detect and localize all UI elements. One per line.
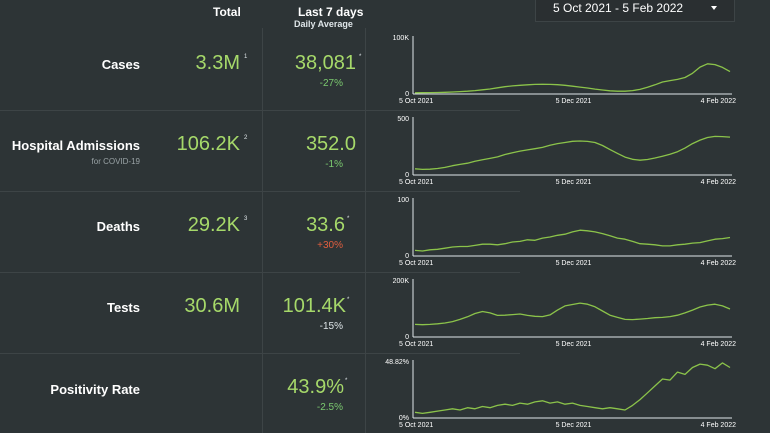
row-label: Positivity Rate: [50, 382, 140, 397]
total-footnote: 1: [244, 54, 248, 60]
series-line: [414, 362, 731, 415]
x-tick-label: 5 Dec 2021: [556, 341, 592, 348]
row-label: Cases: [101, 57, 140, 72]
row-label: Hospital Admissions: [11, 138, 140, 153]
series-line: [414, 302, 731, 326]
row-divider: [0, 353, 520, 354]
hospital-admissions-trend-chart: 500 05 Oct 2021 5 Dec 2021 4 Feb 2022: [397, 116, 737, 186]
x-tick-label: 5 Dec 2021: [556, 98, 592, 105]
y-tick-label: 0: [405, 253, 409, 260]
total-footnote: 2: [244, 135, 248, 141]
date-range-value: 5 Oct 2021 - 5 Feb 2022: [553, 1, 684, 15]
daily-average-value: 352.0: [305, 133, 356, 155]
average-footnote: *: [345, 378, 348, 384]
series-line: [414, 63, 731, 94]
deaths-trend-chart: 100 05 Oct 2021 5 Dec 2021 4 Feb 2022: [397, 197, 737, 267]
x-tick-label: 4 Feb 2022: [701, 422, 737, 429]
average-footnote: *: [347, 216, 350, 222]
row-divider: [0, 110, 520, 111]
total-value: 30.6M: [184, 295, 240, 317]
change-percent: -2.5%: [316, 402, 343, 413]
total-footnote: 3: [244, 216, 248, 222]
x-tick-label: 5 Dec 2021: [556, 179, 592, 186]
row-sublabel: for COVID-19: [91, 157, 140, 166]
average-footnote: *: [359, 54, 362, 60]
y-tick-label: 0%: [399, 415, 409, 422]
x-tick-label: 4 Feb 2022: [701, 98, 737, 105]
x-tick-label: 5 Dec 2021: [556, 260, 592, 267]
y-tick-label: 100K: [393, 35, 410, 42]
daily-average-value: 38,081: [294, 52, 356, 74]
row-divider: [0, 191, 520, 192]
x-tick-label: 5 Oct 2021: [399, 98, 433, 105]
x-tick-label: 5 Oct 2021: [399, 179, 433, 186]
y-tick-label: 500: [397, 116, 409, 123]
tests-trend-chart: 200K 05 Oct 2021 5 Dec 2021 4 Feb 2022: [393, 278, 737, 348]
daily-average-subheader: Daily Average: [294, 19, 353, 29]
y-tick-label: 48.82%: [385, 359, 409, 366]
y-tick-label: 0: [405, 172, 409, 179]
y-tick-label: 200K: [393, 278, 410, 285]
change-percent: -27%: [319, 78, 343, 89]
daily-average-value: 101.4K: [282, 295, 346, 317]
y-tick-label: 0: [405, 91, 409, 98]
daily-average-value: 43.9%: [287, 376, 344, 398]
positivity-rate-trend-chart: 48.82% 0%5 Oct 2021 5 Dec 2021 4 Feb 2022: [385, 359, 737, 429]
chevron-down-icon: [711, 6, 717, 10]
y-tick-label: 100: [397, 197, 409, 204]
change-percent: -15%: [319, 321, 343, 332]
row-divider: [0, 272, 520, 273]
date-range-select[interactable]: 5 Oct 2021 - 5 Feb 2022: [535, 0, 735, 22]
x-tick-label: 4 Feb 2022: [701, 260, 737, 267]
total-column-header: Total: [213, 5, 241, 19]
column-divider: [365, 28, 366, 433]
total-value: 29.2K: [187, 214, 240, 236]
x-tick-label: 5 Oct 2021: [399, 422, 433, 429]
change-percent: -1%: [325, 159, 343, 170]
series-line: [414, 229, 731, 252]
column-divider: [262, 28, 263, 433]
total-value: 106.2K: [176, 133, 240, 155]
last7-column-header: Last 7 days: [298, 5, 364, 19]
series-line: [414, 135, 731, 171]
average-footnote: *: [347, 297, 350, 303]
row-label: Tests: [107, 300, 140, 315]
row-label: Deaths: [96, 219, 140, 234]
change-percent: +30%: [317, 240, 343, 251]
x-tick-label: 4 Feb 2022: [701, 341, 737, 348]
x-tick-label: 4 Feb 2022: [701, 179, 737, 186]
x-tick-label: 5 Oct 2021: [399, 260, 433, 267]
cases-trend-chart: 100K 05 Oct 2021 5 Dec 2021 4 Feb 2022: [393, 35, 737, 105]
total-value: 3.3M: [195, 52, 240, 74]
daily-average-value: 33.6: [306, 214, 345, 236]
x-tick-label: 5 Oct 2021: [399, 341, 433, 348]
y-tick-label: 0: [405, 334, 409, 341]
x-tick-label: 5 Dec 2021: [556, 422, 592, 429]
